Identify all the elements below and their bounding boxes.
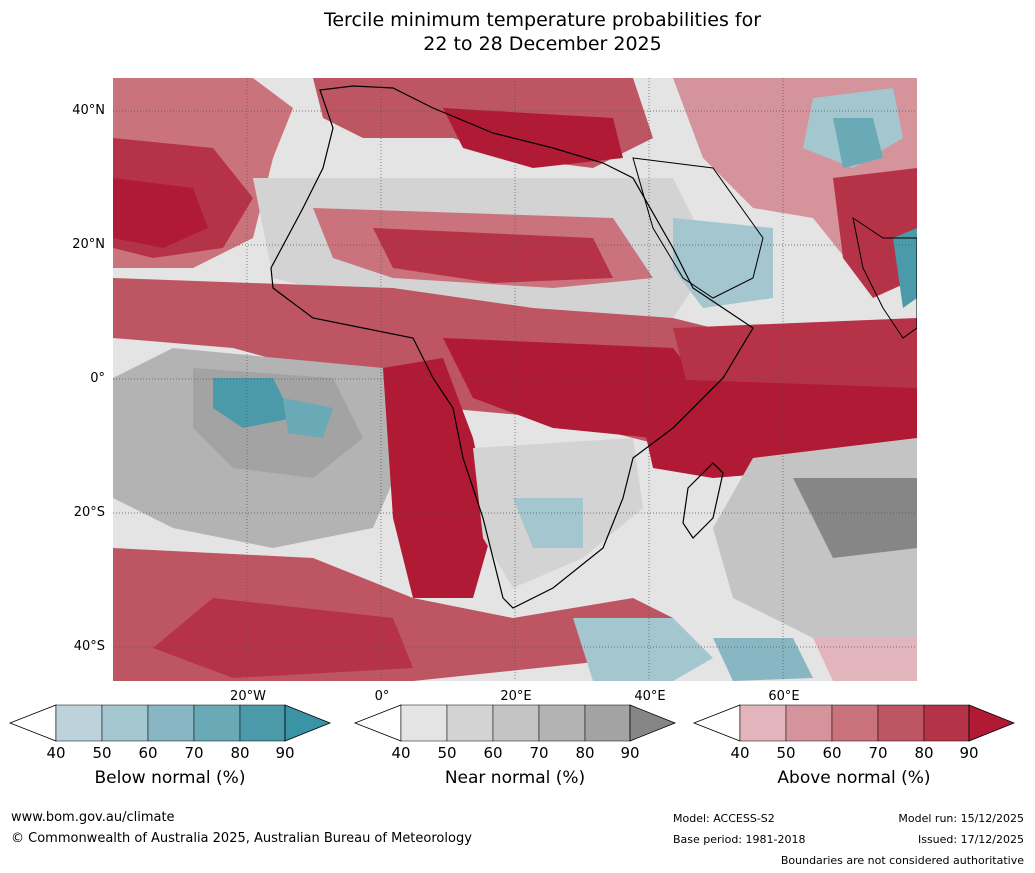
lon-label-40e: 40°E bbox=[634, 689, 666, 704]
copyright-text: © Commonwealth of Australia 2025, Austra… bbox=[11, 831, 472, 846]
map-title: Tercile minimum temperature probabilitie… bbox=[0, 8, 1035, 56]
colorbar-below bbox=[8, 704, 332, 742]
colorbar-segment bbox=[584, 704, 631, 742]
lat-label-20s: 20°S bbox=[73, 505, 105, 520]
legend-above-tick: 90 bbox=[959, 744, 979, 762]
colorbar-segment bbox=[492, 704, 540, 742]
lon-label-60e: 60°E bbox=[768, 689, 800, 704]
india-coastline bbox=[852, 216, 917, 339]
colorbar-segment bbox=[629, 704, 677, 742]
colorbar-above bbox=[692, 704, 1016, 742]
lon-label-20w: 20°W bbox=[230, 689, 266, 704]
probability-map bbox=[113, 78, 917, 681]
colorbar-segment bbox=[147, 704, 195, 742]
colorbar-segment bbox=[239, 704, 286, 742]
legend-below-tick: 60 bbox=[138, 744, 158, 762]
colorbar-segment bbox=[284, 704, 332, 742]
title-line-1: Tercile minimum temperature probabilitie… bbox=[323, 9, 762, 31]
disclaimer-text: Boundaries are not considered authoritat… bbox=[780, 854, 1024, 867]
colorbar-segment bbox=[968, 704, 1016, 742]
legend-near-tick: 80 bbox=[575, 744, 595, 762]
colorbar-segment bbox=[538, 704, 586, 742]
legend-near-tick: 60 bbox=[483, 744, 503, 762]
map-canvas bbox=[113, 78, 917, 681]
legend-above-tick: 40 bbox=[730, 744, 750, 762]
colorbar-segment bbox=[785, 704, 833, 742]
legend-below-tick: 80 bbox=[230, 744, 250, 762]
lat-label-0: 0° bbox=[90, 371, 105, 386]
legend-above-title: Above normal (%) bbox=[777, 768, 931, 788]
legend-above-normal bbox=[692, 704, 1016, 742]
legend-below-tick: 70 bbox=[184, 744, 204, 762]
colorbar-segment bbox=[55, 704, 103, 742]
model-label: Model: ACCESS-S2 bbox=[673, 812, 775, 825]
legend-near-tick: 50 bbox=[437, 744, 457, 762]
legend-below-tick: 50 bbox=[92, 744, 112, 762]
lat-label-40n: 40°N bbox=[72, 103, 105, 118]
colorbar-segment bbox=[101, 704, 149, 742]
lat-label-20n: 20°N bbox=[72, 237, 105, 252]
title-line-2: 22 to 28 December 2025 bbox=[423, 33, 662, 55]
base-period-label: Base period: 1981-2018 bbox=[673, 833, 806, 846]
legend-near-title: Near normal (%) bbox=[444, 768, 586, 788]
africa-coastline bbox=[270, 85, 754, 609]
legend-below-normal bbox=[8, 704, 332, 742]
arabia-coastline bbox=[632, 157, 764, 299]
legend-below-tick: 90 bbox=[275, 744, 295, 762]
legend-below-title: Below normal (%) bbox=[94, 768, 246, 788]
model-run-label: Model run: 15/12/2025 bbox=[898, 812, 1024, 825]
legend-above-tick: 50 bbox=[776, 744, 796, 762]
colorbar-segment bbox=[739, 704, 787, 742]
legend-near-normal bbox=[353, 704, 677, 742]
colorbar-segment bbox=[831, 704, 879, 742]
colorbar-segment bbox=[400, 704, 448, 742]
madagascar-coastline bbox=[682, 462, 724, 539]
lat-label-40s: 40°S bbox=[73, 639, 105, 654]
website-link[interactable]: www.bom.gov.au/climate bbox=[11, 810, 175, 825]
legend-near-tick: 70 bbox=[529, 744, 549, 762]
legend-above-tick: 80 bbox=[914, 744, 934, 762]
legend-near-tick: 90 bbox=[620, 744, 640, 762]
lon-label-0: 0° bbox=[374, 689, 390, 704]
legend-above-tick: 70 bbox=[868, 744, 888, 762]
colorbar-near bbox=[353, 704, 677, 742]
colorbar-segment bbox=[923, 704, 970, 742]
colorbar-segment bbox=[446, 704, 494, 742]
colorbar-segment bbox=[193, 704, 241, 742]
lon-label-20e: 20°E bbox=[500, 689, 532, 704]
colorbar-segment bbox=[877, 704, 925, 742]
issued-label: Issued: 17/12/2025 bbox=[917, 833, 1024, 846]
legend-below-tick: 40 bbox=[46, 744, 66, 762]
legend-above-tick: 60 bbox=[822, 744, 842, 762]
legend-near-tick: 40 bbox=[391, 744, 411, 762]
